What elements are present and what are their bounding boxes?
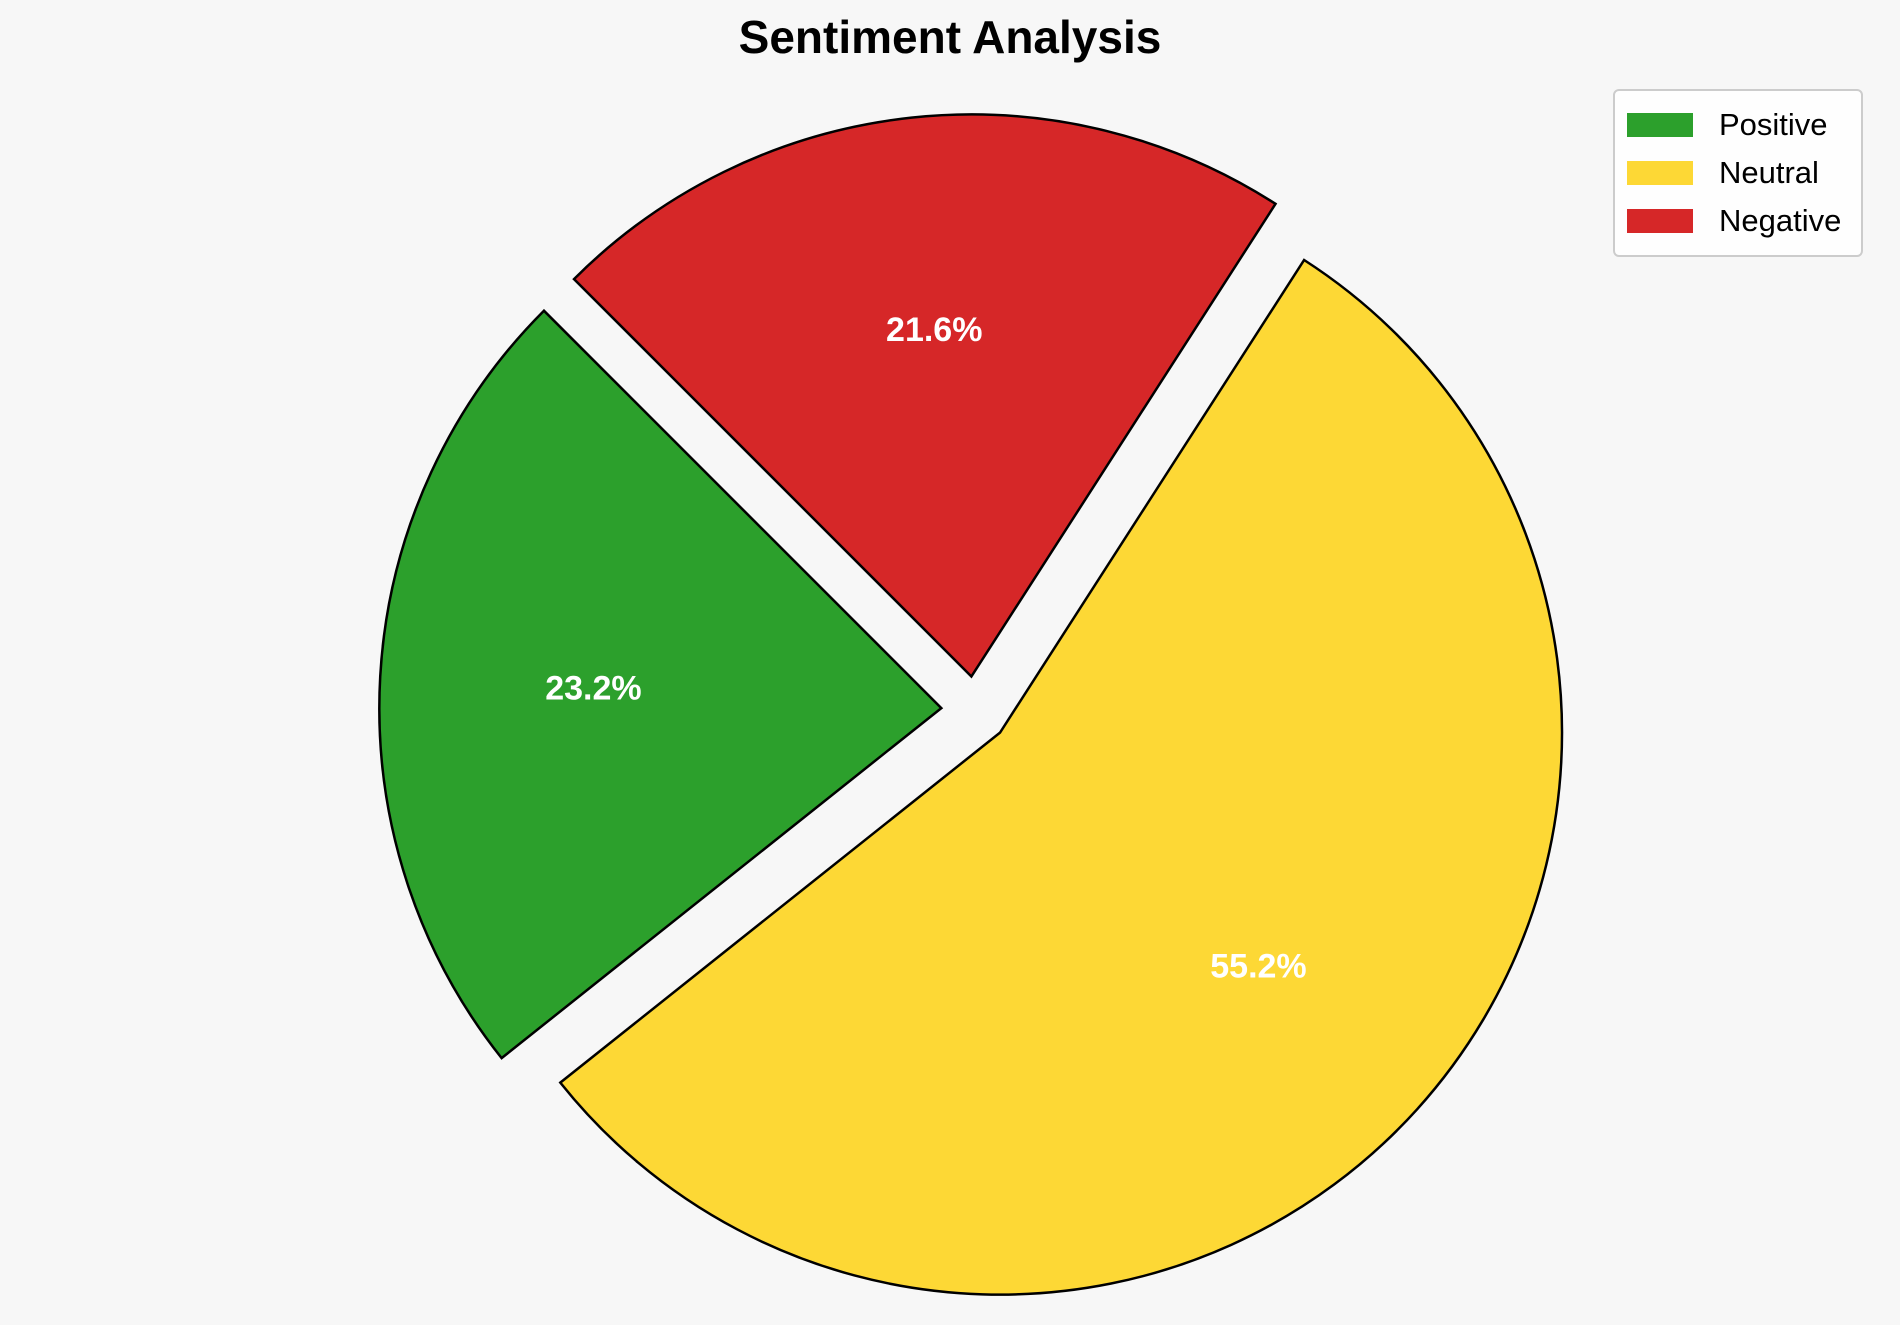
legend-item-negative: Negative [1627, 197, 1849, 245]
pie-percent-labels: 23.2% 55.2% 21.6% [545, 311, 1306, 985]
pie-slices [378, 113, 1564, 1296]
pie-slice-negative [572, 113, 1278, 679]
legend-label-neutral: Neutral [1719, 155, 1819, 190]
pie-label-neutral: 55.2% [1210, 947, 1306, 985]
legend-item-positive: Positive [1627, 101, 1849, 149]
legend-swatch-negative [1627, 209, 1693, 233]
legend-label-negative: Negative [1719, 203, 1842, 238]
pie-slice-positive [378, 308, 944, 1060]
pie-slice-neutral [558, 258, 1564, 1296]
legend: Positive Neutral Negative [1613, 89, 1863, 257]
pie-label-positive: 23.2% [545, 669, 641, 707]
legend-item-neutral: Neutral [1627, 149, 1849, 197]
pie-label-negative: 21.6% [886, 311, 982, 349]
chart-title: Sentiment Analysis [738, 11, 1162, 63]
legend-swatch-neutral [1627, 161, 1693, 185]
legend-swatch-positive [1627, 113, 1693, 137]
legend-label-positive: Positive [1719, 107, 1828, 142]
